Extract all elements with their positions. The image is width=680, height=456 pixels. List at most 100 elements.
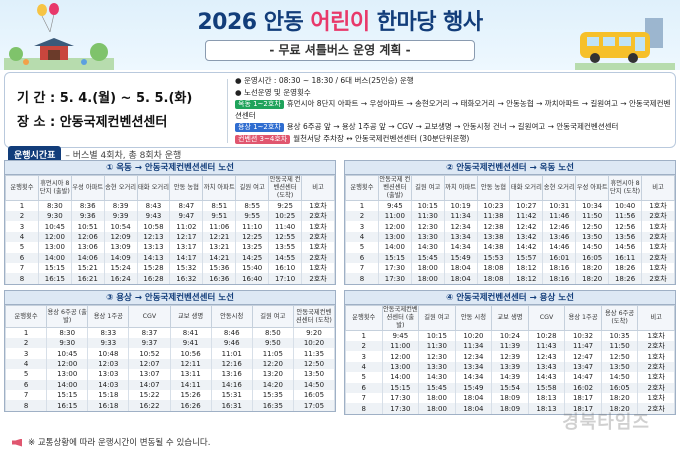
table-cell: 14:56 — [608, 242, 643, 253]
table-cell: 11:05 — [251, 348, 294, 359]
table-cell: 17:30 — [381, 392, 420, 404]
table-cell: 18:16 — [542, 262, 577, 274]
table-cell: 14:21 — [202, 252, 237, 263]
table-cell: 17:30 — [377, 273, 412, 284]
table-cell: 8 — [4, 400, 48, 411]
table-cell: 14:34 — [443, 242, 478, 253]
table-cell: 14:16 — [210, 379, 253, 390]
table-cell: 15:18 — [87, 389, 130, 401]
table-cell: 14:50 — [575, 242, 610, 253]
table-cell: 14:42 — [509, 242, 544, 253]
table-cell: 16:01 — [542, 252, 577, 263]
table-cell: 17:10 — [268, 273, 303, 284]
table-cell: 16:15 — [37, 273, 72, 284]
table-cell: 8:55 — [235, 200, 270, 211]
table-cell: 12:00 — [37, 231, 72, 243]
table-cell: 2호차 — [641, 252, 675, 263]
table-row: 1 9:45 10:15 10:20 10:24 10:28 10:32 10:35 1호차 — [345, 330, 675, 341]
table-cell: 8:30 — [37, 200, 72, 211]
table-cell: 6 — [4, 379, 48, 390]
column-header: 안동국제컨벤션센터 (출발) — [381, 305, 420, 331]
table-cell: 5 — [345, 372, 383, 383]
table-cell: 18:26 — [608, 273, 643, 284]
column-header: 비고 — [637, 305, 675, 331]
table-cell: 14:46 — [542, 242, 577, 253]
table-cell: 11:50 — [600, 341, 639, 352]
table-cell: 13:46 — [542, 231, 577, 243]
table-cell: 1 — [5, 200, 39, 211]
table-cell: 16:05 — [575, 252, 610, 263]
table-cell: 13:34 — [443, 231, 478, 243]
table-cell: 5 — [4, 369, 48, 380]
table-cell: 13:43 — [527, 361, 566, 373]
table-cell: 11:00 — [377, 211, 412, 222]
table-row: 2 9:30 9:36 9:39 9:43 9:47 9:51 9:55 10:25 2호차 — [5, 211, 335, 222]
table-row: 5 14:00 14:30 14:34 14:38 14:42 14:46 14:50 14:5… — [345, 242, 675, 253]
column-header: 안동 농협 — [169, 175, 204, 201]
table-cell: 7 — [5, 262, 39, 274]
table-cell: 11:43 — [527, 341, 566, 352]
table-cell: 15:26 — [169, 389, 212, 401]
table-cell: 14:17 — [169, 252, 204, 263]
table-cell: 8:39 — [103, 200, 138, 211]
table-cell: 15:53 — [476, 252, 511, 263]
schedule-badge: 운행시간표 — [8, 146, 62, 163]
table-cell: 12:46 — [542, 221, 577, 232]
table-cell: 15:58 — [527, 382, 566, 393]
table-cell: 14:06 — [70, 252, 105, 263]
operation-info: ● 운영시간 : 08:30 ~ 18:30 / 6대 버스(25인승) 운행 … — [235, 76, 671, 144]
table-cell: 13:00 — [377, 231, 412, 243]
table-cell: 13:50 — [575, 231, 610, 243]
table-cell: 1호차 — [301, 200, 335, 211]
table-cell: 12:50 — [575, 221, 610, 232]
column-header: 운행횟수 — [5, 175, 39, 201]
table-cell: 11:34 — [454, 341, 493, 352]
table-cell: 15:54 — [491, 382, 529, 393]
table-cell: 16:18 — [87, 400, 130, 411]
table-cell: 14:30 — [410, 242, 445, 253]
table-cell: 9:41 — [169, 338, 212, 349]
panel-title: ④ 안동국제컨벤션센터 → 용상 노선 — [345, 291, 675, 305]
table-cell: 15:49 — [454, 382, 493, 393]
timetable: 운행횟수 용상 6주공 (출발) 용상 1주공 CGV 교보 생명 안동시청 길원 여고 안동… — [4, 305, 336, 411]
table-cell: 12:30 — [418, 351, 456, 362]
schedule-note: – 버스별 4회차, 총 8회차 운행 — [65, 151, 182, 161]
column-header: 송현 오거리 — [103, 175, 138, 201]
table-cell: 15:31 — [210, 389, 253, 401]
divider — [227, 79, 228, 143]
table-cell: 4 — [345, 361, 383, 373]
route-heading: 노선운영 및 운영횟수 — [243, 87, 311, 97]
table-cell: 11:39 — [491, 341, 529, 352]
table-cell: 12:42 — [509, 221, 544, 232]
table-cell: 18:13 — [527, 403, 566, 414]
table-cell: 15:35 — [251, 389, 294, 401]
table-row: 3 12:00 12:30 12:34 12:39 12:43 12:47 12:50 1호차 — [345, 351, 675, 362]
table-cell: 13:11 — [169, 369, 212, 380]
table-cell: 13:00 — [37, 242, 72, 253]
table-cell: 2 — [5, 211, 39, 222]
table-cell: 18:13 — [527, 392, 566, 404]
table-cell: 11:10 — [235, 221, 270, 232]
column-header: 휴먼시아 8단지 (출발) — [37, 175, 72, 201]
page-title: 2026 안동 어린이 한마당 행사 — [197, 10, 483, 35]
table-cell: 2 — [345, 341, 383, 352]
table-cell: 2호차 — [301, 252, 335, 263]
column-header: 우성 아파트 — [70, 175, 105, 201]
table-cell: 1호차 — [301, 242, 335, 253]
table-cell: 10:19 — [443, 200, 478, 211]
table-cell: 8:51 — [202, 200, 237, 211]
table-cell: 11:34 — [443, 211, 478, 222]
column-header: 태화 오거리 — [136, 175, 171, 201]
table-cell: 8:37 — [128, 327, 171, 338]
table-cell: 2 — [4, 338, 48, 349]
table-cell: 10:48 — [87, 348, 130, 359]
table-cell: 12:00 — [377, 221, 412, 232]
table-cell: 15:22 — [128, 389, 171, 401]
table-row: 4 12:00 12:06 12:09 12:13 12:17 12:21 12:25 12:5… — [5, 231, 335, 243]
column-header: 송현 오거리 — [542, 175, 577, 201]
table-row: 4 12:00 12:03 12:07 12:11 12:16 12:20 12:50 — [4, 358, 336, 370]
table-row: 7 15:15 15:21 15:24 15:28 15:32 15:36 15:40 16:1… — [5, 262, 335, 274]
table-cell: 11:01 — [210, 348, 253, 359]
table-cell: 10:45 — [37, 221, 72, 232]
table-row: 2 11:00 11:30 11:34 11:39 11:43 11:47 11:50 2호차 — [345, 341, 675, 352]
